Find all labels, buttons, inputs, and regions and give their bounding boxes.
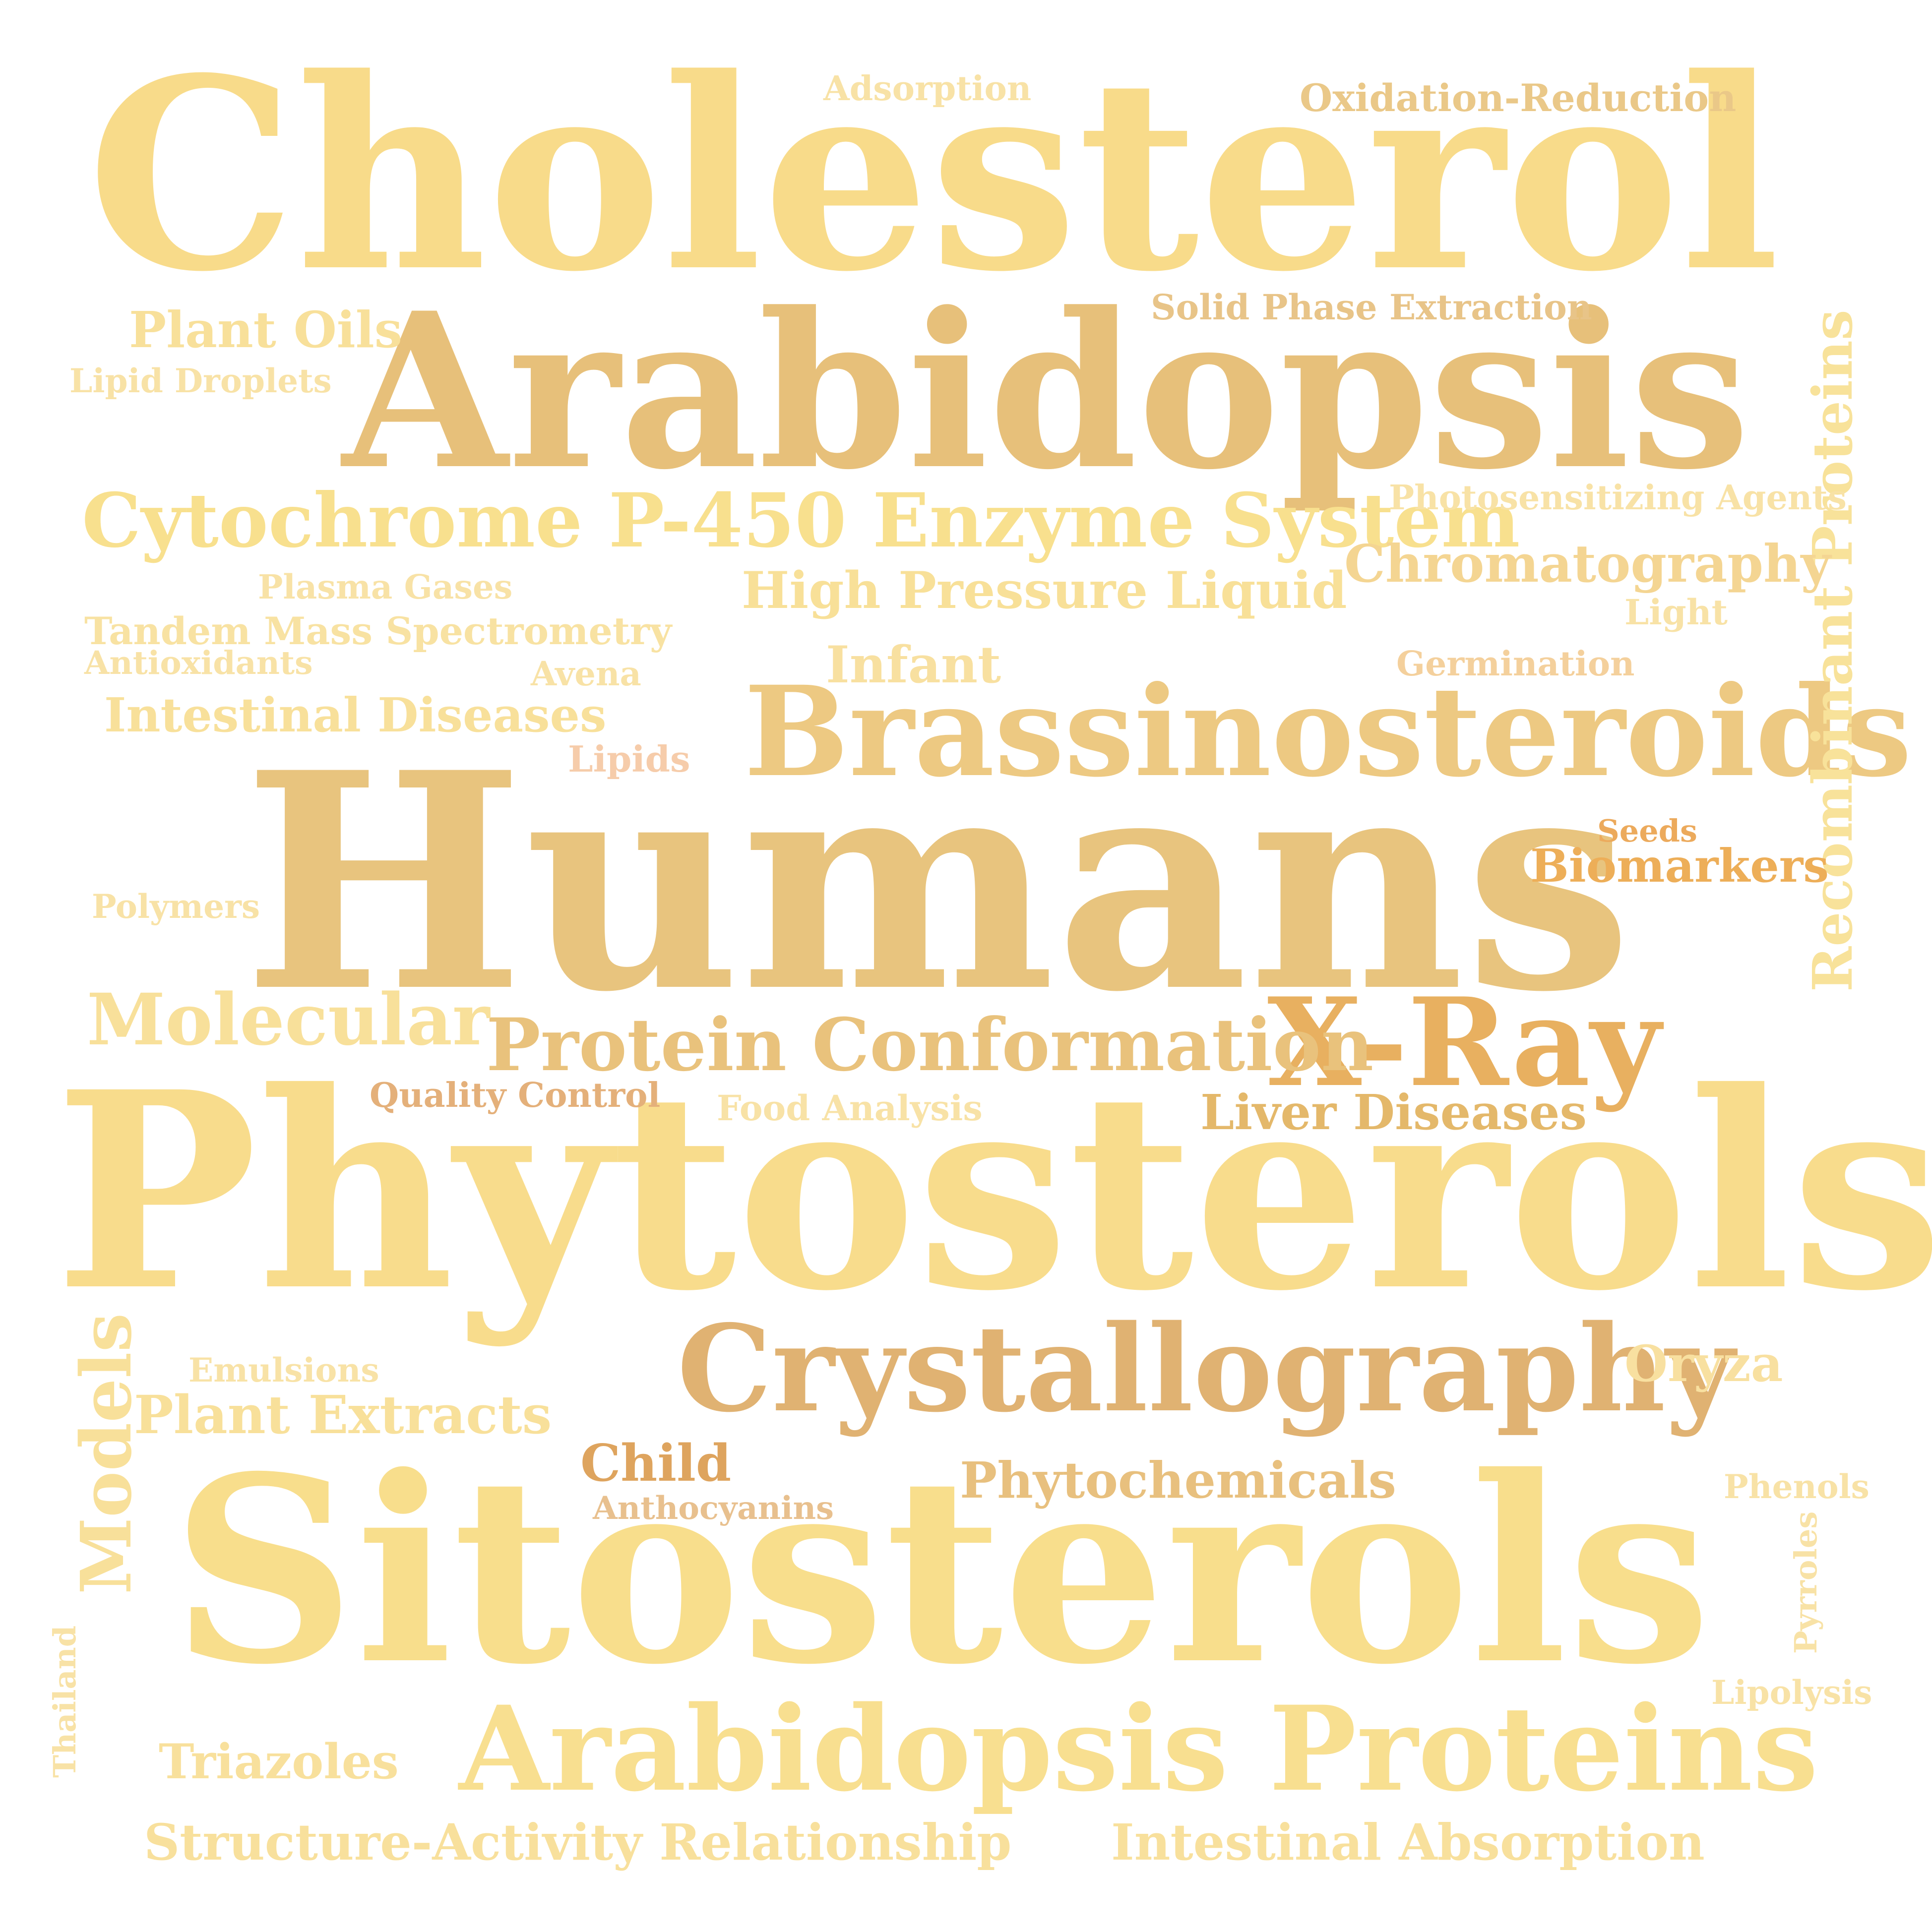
word-phenols: Phenols: [1724, 1467, 1870, 1506]
word-phytochemicals: Phytochemicals: [960, 1451, 1396, 1509]
word-biomarkers: Biomarkers: [1530, 839, 1829, 893]
word-oxidation-reduction: Oxidation-Reduction: [1300, 76, 1737, 120]
word-high-pressure-liquid: High Pressure Liquid: [742, 561, 1347, 620]
word-lipids: Lipids: [568, 738, 690, 780]
word-food-analysis: Food Analysis: [717, 1087, 983, 1129]
word-pyrroles: Pyrroles: [1788, 1511, 1824, 1654]
word-solid-phase-extraction: Solid Phase Extraction: [1151, 287, 1592, 328]
word-emulsions: Emulsions: [188, 1351, 379, 1389]
word-oryza: Oryza: [1624, 1334, 1783, 1393]
word-liver-diseases: Liver Diseases: [1200, 1084, 1587, 1141]
word-infant: Infant: [826, 635, 1001, 695]
word-humans: Humans: [243, 708, 1632, 1057]
word-anthocyanins: Anthocyanins: [593, 1490, 834, 1527]
word-photosensitizing-agents: Photosensitizing Agents: [1389, 478, 1847, 518]
word-adsorption: Adsorption: [823, 69, 1032, 109]
word-sitosterols: Sitosterols: [171, 1421, 1711, 1721]
word-child: Child: [580, 1434, 732, 1493]
word-plant-extracts: Plant Extracts: [134, 1384, 552, 1446]
word-plant-oils: Plant Oils: [129, 301, 403, 359]
word-germination: Germination: [1396, 644, 1635, 684]
word-plasma-gases: Plasma Gases: [258, 567, 513, 606]
word-triazoles: Triazoles: [159, 1734, 399, 1790]
word-molecular: Molecular: [87, 978, 490, 1061]
word-tandem-mass-spectrometry: Tandem Mass Spectrometry: [84, 609, 672, 653]
word-crystallography: Crystallography: [677, 1299, 1735, 1439]
word-brassinosteroids: Brassinosteroids: [744, 659, 1912, 804]
word-chromatography: Chromatography: [1344, 533, 1831, 594]
word-x-ray: X-Ray: [1267, 971, 1661, 1114]
word-cholesterol: Cholesterol: [87, 20, 1780, 329]
word-lipid-droplets: Lipid Droplets: [69, 362, 332, 400]
word-intestinal-absorption: Intestinal Absorption: [1111, 1813, 1705, 1872]
word-arabidopsis-proteins: Arabidopsis Proteins: [459, 1681, 1818, 1817]
word-light: Light: [1624, 592, 1728, 633]
word-avena: Avena: [531, 654, 641, 693]
word-arabidopsis: Arabidopsis: [342, 266, 1750, 517]
word-cytochrome-p-450-enzyme-system: Cytochrome P-450 Enzyme System: [82, 477, 1520, 564]
word-intestinal-diseases: Intestinal Diseases: [104, 688, 607, 743]
word-lipolysis: Lipolysis: [1711, 1673, 1872, 1712]
word-thailand: Thailand: [47, 1625, 83, 1778]
word-polymers: Polymers: [92, 887, 260, 926]
word-quality-control: Quality Control: [370, 1076, 661, 1115]
word-seeds: Seeds: [1597, 813, 1697, 849]
word-antioxidants: Antioxidants: [84, 644, 313, 682]
word-models: Models: [66, 1313, 147, 1594]
word-phytosterols: Phytosterols: [55, 1032, 1932, 1350]
word-protein-conformation: Protein Conformation: [486, 1003, 1374, 1087]
word-structure-activity-relationship: Structure-Activity Relationship: [144, 1813, 1012, 1872]
